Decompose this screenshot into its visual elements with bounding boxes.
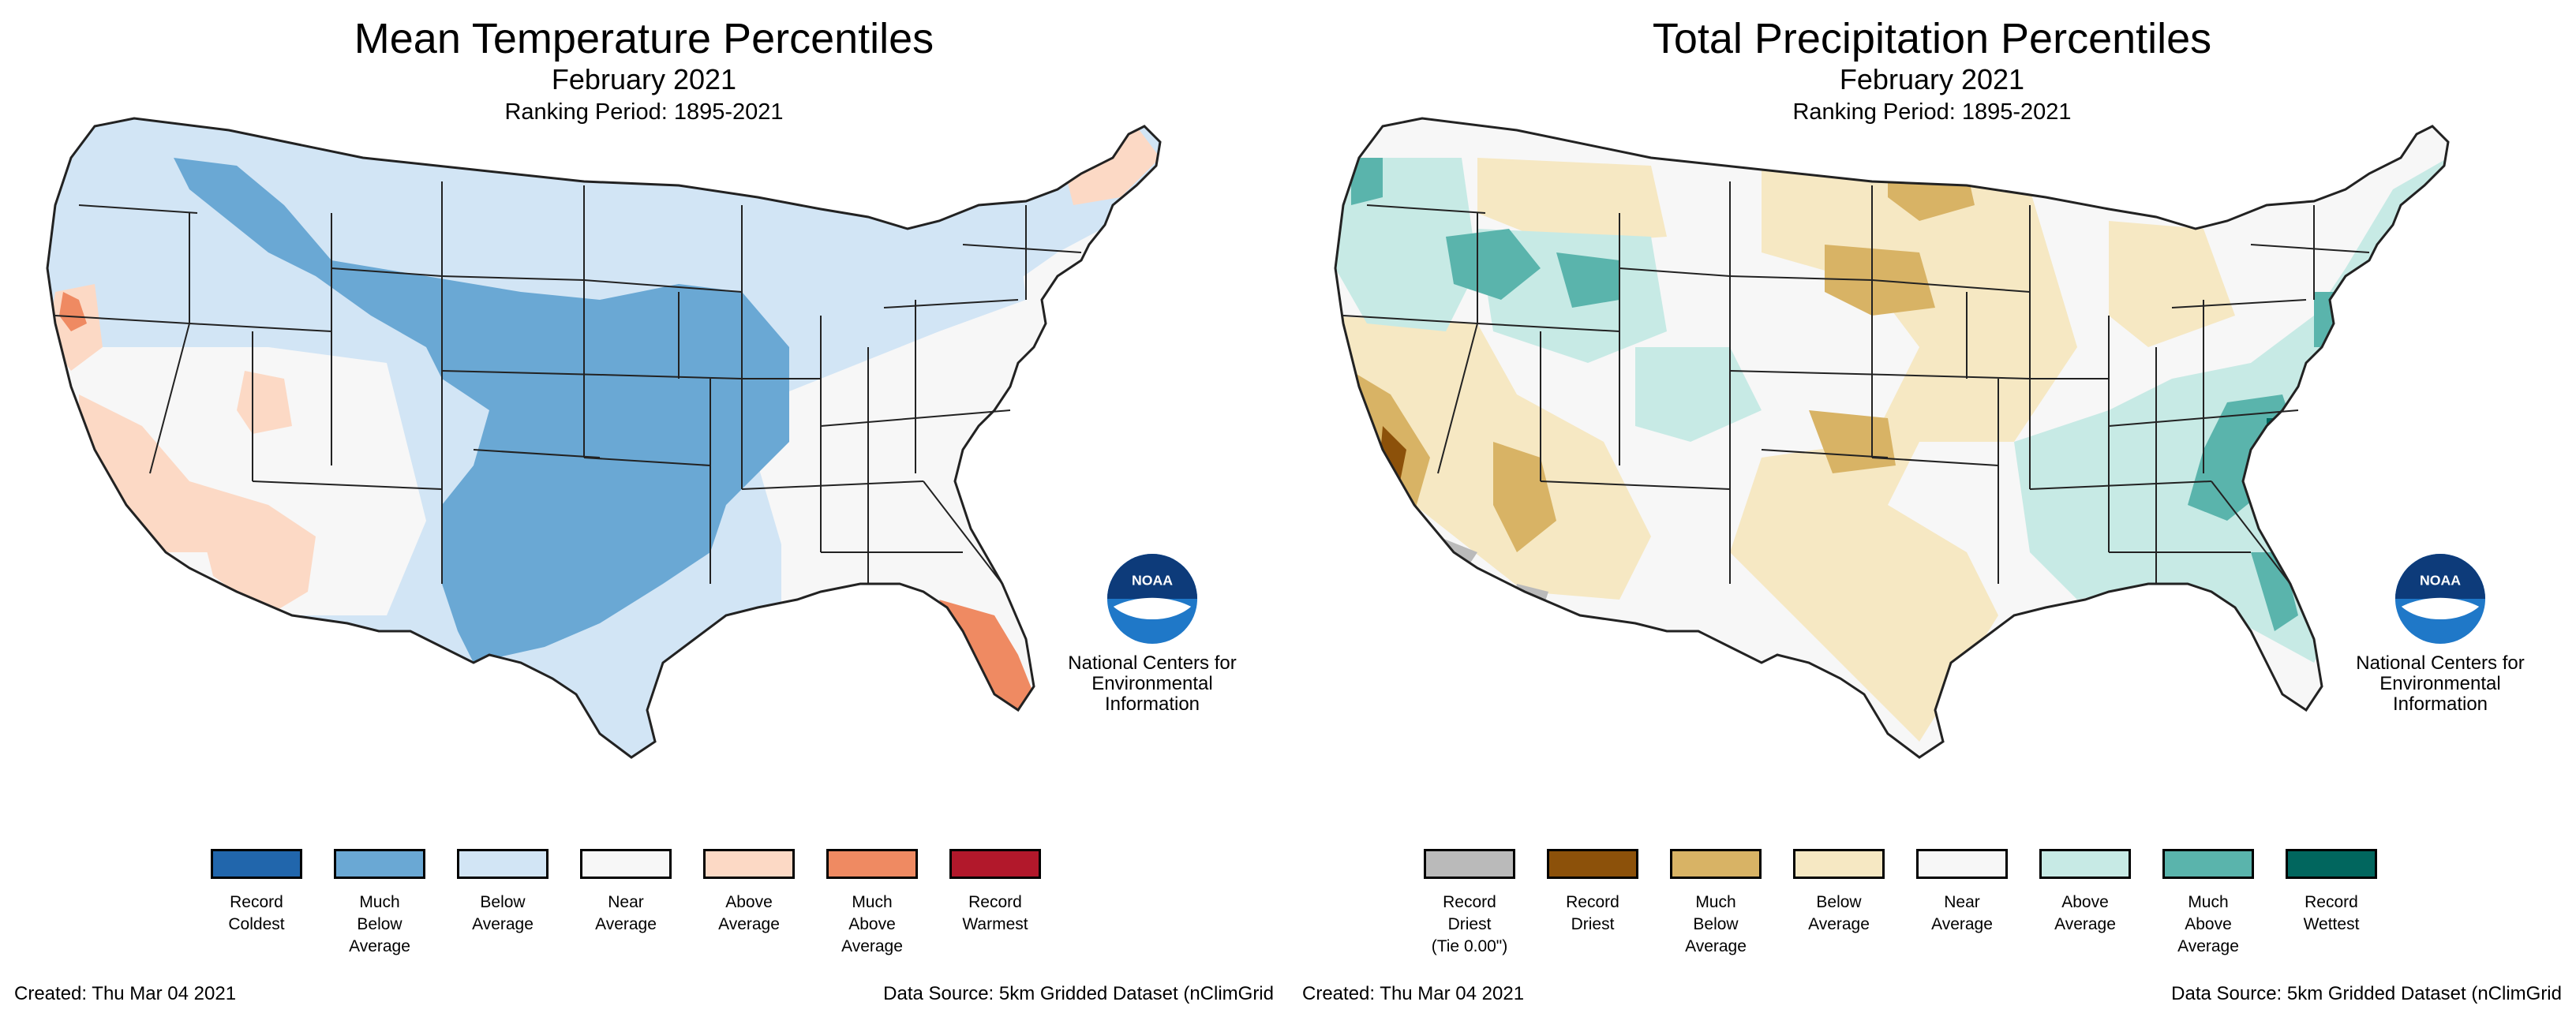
noaa-logo-text: NOAA	[2420, 572, 2461, 588]
legend-swatch	[826, 849, 918, 879]
created-date: Created: Thu Mar 04 2021	[14, 983, 237, 1004]
legend-item: Much Below Average	[332, 849, 427, 958]
legend-item: Below Average	[1792, 849, 1886, 936]
legend-swatch	[1424, 849, 1515, 879]
temperature-map-svg	[46, 117, 1162, 759]
legend-label: Record Warmest	[962, 893, 1028, 933]
legend-item: Record Coldest	[209, 849, 304, 936]
data-source: Data Source: 5km Gridded Dataset (nClimG…	[883, 983, 1274, 1004]
legend-swatch	[949, 849, 1041, 879]
map-title: Total Precipitation Percentiles	[1652, 15, 2212, 62]
legend-swatch	[457, 849, 549, 879]
temperature-map	[32, 110, 1263, 860]
legend-swatch	[334, 849, 425, 879]
state-borders	[1334, 117, 2450, 759]
legend-item: Near Average	[578, 849, 673, 936]
organization-name: National Centers for Environmental Infor…	[1068, 652, 1237, 715]
precipitation-map	[1320, 110, 2551, 860]
map-period: February 2021	[1839, 63, 2025, 95]
map-ranking-period: Ranking Period: 1895-2021	[1792, 99, 2072, 125]
legend-swatch	[580, 849, 672, 879]
temperature-panel: Mean Temperature Percentiles February 20…	[14, 15, 1279, 1004]
precipitation-panel: Total Precipitation Percentiles February…	[1288, 0, 2576, 1028]
legend-swatch	[1670, 849, 1762, 879]
legend-label: Below Average	[1808, 893, 1870, 933]
legend-item: Record Warmest	[948, 849, 1043, 936]
legend-label: Above Average	[2054, 893, 2116, 933]
legend-swatch	[1916, 849, 2008, 879]
map-ranking-period: Ranking Period: 1895-2021	[504, 99, 784, 125]
legend-label: Near Average	[1931, 893, 1993, 933]
noaa-logo-text: NOAA	[1132, 572, 1173, 588]
legend-label: Much Below Average	[1685, 893, 1747, 955]
legend-swatch	[2162, 849, 2254, 879]
legend-label: Record Wettest	[2303, 893, 2360, 933]
precipitation-anomaly-fill	[1335, 118, 2448, 757]
ncei-branding: NOAA National Centers for Environmental …	[2314, 552, 2567, 715]
legend-label: Much Above Average	[2177, 893, 2239, 955]
legend-item: Above Average	[2038, 849, 2132, 936]
data-source: Data Source: 5km Gridded Dataset (nClimG…	[2171, 983, 2562, 1004]
legend-label: Below Average	[472, 893, 534, 933]
legend-item: Record Driest (Tie 0.00")	[1422, 849, 1517, 958]
legend-swatch	[211, 849, 302, 879]
legend-swatch	[2286, 849, 2377, 879]
legend-swatch	[2039, 849, 2131, 879]
precipitation-map-svg	[1334, 117, 2450, 759]
legend-item: Record Driest	[1545, 849, 1640, 936]
legend-label: Record Driest	[1566, 893, 1619, 933]
legend-swatch	[703, 849, 795, 879]
legend-label: Above Average	[718, 893, 780, 933]
organization-name: National Centers for Environmental Infor…	[2356, 652, 2525, 715]
legend-item: Much Above Average	[2161, 849, 2256, 958]
legend-item: Near Average	[1915, 849, 2009, 936]
noaa-logo-icon: NOAA	[2394, 553, 2486, 645]
noaa-logo-icon: NOAA	[1106, 553, 1198, 645]
legend-item: Record Wettest	[2284, 849, 2379, 936]
legend-label: Record Driest (Tie 0.00")	[1431, 893, 1508, 955]
legend-item: Much Above Average	[825, 849, 919, 958]
map-period: February 2021	[551, 63, 737, 95]
map-title: Mean Temperature Percentiles	[354, 15, 934, 62]
legend-label: Record Coldest	[228, 893, 285, 933]
legend-swatch	[1793, 849, 1885, 879]
legend-label: Near Average	[595, 893, 657, 933]
ncei-branding: NOAA National Centers for Environmental …	[1026, 552, 1279, 715]
legend-label: Much Above Average	[841, 893, 903, 955]
legend-item: Below Average	[455, 849, 550, 936]
state-borders	[46, 117, 1162, 759]
legend-swatch	[1547, 849, 1638, 879]
legend-item: Much Below Average	[1668, 849, 1763, 958]
created-date: Created: Thu Mar 04 2021	[1302, 983, 1525, 1004]
legend-item: Above Average	[702, 849, 796, 936]
legend-label: Much Below Average	[349, 893, 410, 955]
